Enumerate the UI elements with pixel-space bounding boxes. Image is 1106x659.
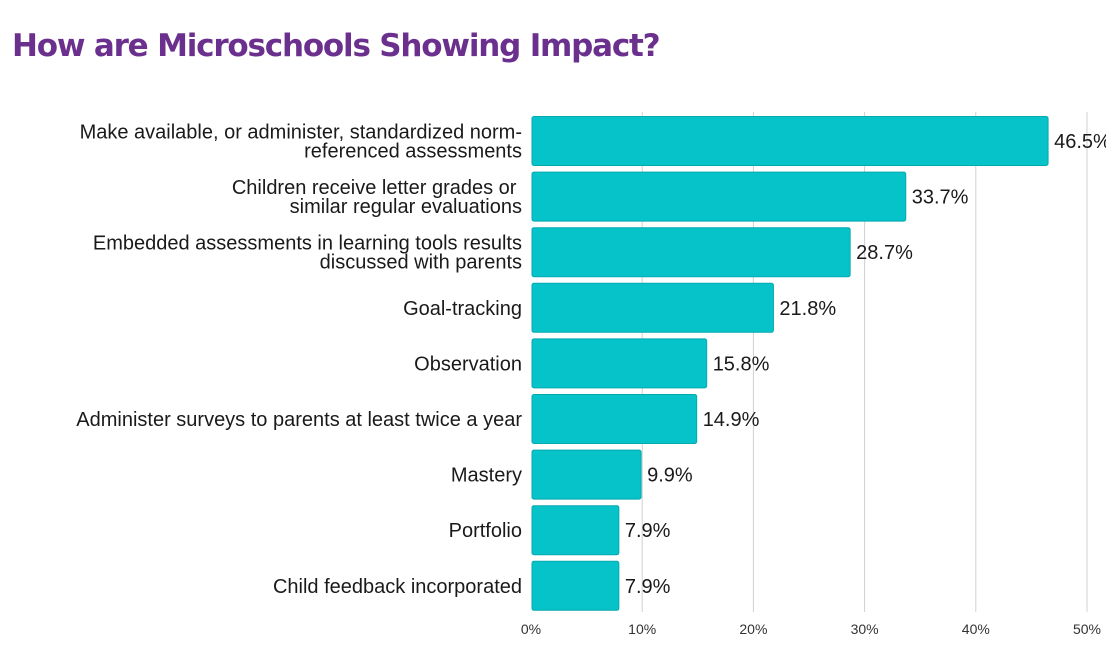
x-tick-label: 10% [628, 621, 656, 637]
category-label: Goal-tracking [403, 298, 522, 320]
category-label: Administer surveys to parents at least t… [76, 409, 522, 431]
value-label: 14.9% [703, 409, 760, 431]
value-labels: 46.5% 33.7% 28.7% 21.8% 15.8% 14.9% 9.9% 7.9% 7.… [625, 131, 1106, 598]
value-label: 7.9% [625, 576, 671, 598]
value-label: 15.8% [713, 353, 770, 375]
bar [531, 449, 642, 500]
value-label: 33.7% [912, 187, 969, 209]
bar [531, 282, 774, 333]
value-label: 46.5% [1054, 131, 1106, 153]
x-tick-label: 0% [521, 621, 541, 637]
bar [531, 171, 907, 222]
x-tick-label: 30% [851, 621, 879, 637]
value-label: 21.8% [779, 298, 836, 320]
chart-title: How are Microschools Showing Impact? [12, 28, 661, 64]
bar [531, 116, 1049, 166]
bars [531, 116, 1049, 611]
category-label: Children receive letter grades or simila… [232, 177, 522, 218]
category-label: Portfolio [449, 520, 522, 542]
bar [531, 394, 698, 444]
bar [531, 505, 620, 556]
value-label: 9.9% [647, 465, 693, 487]
bar [531, 560, 620, 611]
value-label: 28.7% [856, 242, 913, 264]
value-label: 7.9% [625, 520, 671, 542]
category-label: Observation [414, 353, 522, 375]
x-tick-label: 20% [739, 621, 767, 637]
category-label: Child feedback incorporated [273, 576, 522, 598]
bar [531, 227, 851, 278]
category-labels: Make available, or administer, standardi… [76, 122, 522, 598]
x-axis-ticks: 0% 10% 20% 30% 40% 50% [521, 621, 1101, 637]
x-tick-label: 40% [962, 621, 990, 637]
bar [531, 338, 708, 389]
category-label: Embedded assessments in learning tools r… [93, 233, 522, 274]
x-tick-label: 50% [1073, 621, 1101, 637]
category-label: Make available, or administer, standardi… [80, 122, 522, 163]
category-label: Mastery [451, 465, 522, 487]
